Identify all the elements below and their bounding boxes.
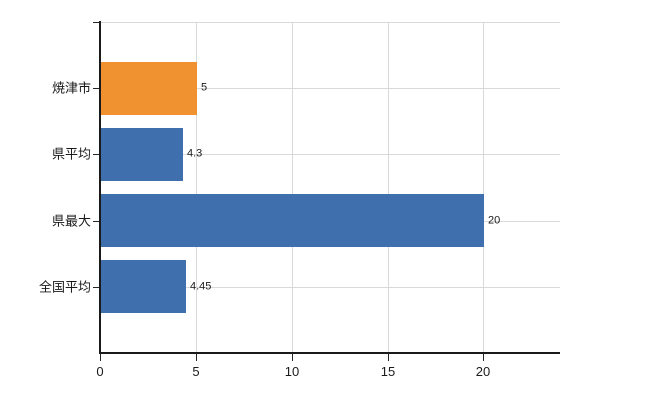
gridline-top — [100, 22, 560, 23]
category-label: 県平均 — [51, 146, 91, 162]
y-axis-tick — [93, 221, 100, 222]
x-axis-tick — [292, 354, 293, 361]
y-axis-tick — [93, 287, 100, 288]
y-axis-tick-top — [93, 22, 100, 23]
bar-県最大 — [101, 194, 484, 247]
bar-焼津市 — [101, 62, 197, 115]
bar-value-label: 20 — [488, 214, 501, 227]
bar-全国平均 — [101, 260, 186, 313]
x-tick-label: 5 — [192, 364, 200, 379]
gridline-x-15 — [388, 22, 389, 353]
y-axis-tick — [93, 88, 100, 89]
x-tick-label: 0 — [96, 364, 104, 379]
x-axis-tick — [483, 354, 484, 361]
bar-value-label: 5 — [201, 81, 208, 94]
gridline-x-20 — [483, 22, 484, 353]
bar-value-label: 4.45 — [190, 280, 212, 293]
x-tick-label: 10 — [284, 364, 300, 379]
gridline-row — [100, 88, 560, 89]
x-axis-tick — [196, 354, 197, 361]
x-tick-label: 20 — [475, 364, 491, 379]
y-axis-tick — [93, 154, 100, 155]
y-axis-line — [99, 21, 101, 353]
x-axis-tick — [100, 354, 101, 361]
x-axis-line — [99, 352, 560, 354]
x-axis-tick — [388, 354, 389, 361]
category-label: 全国平均 — [38, 279, 91, 295]
gridline-row — [100, 154, 560, 155]
bar-value-label: 4.3 — [187, 147, 203, 160]
category-label: 焼津市 — [51, 80, 91, 96]
category-label: 県最大 — [51, 213, 91, 229]
gridline-row — [100, 287, 560, 288]
bar-県平均 — [101, 128, 183, 181]
gridline-x-5 — [196, 22, 197, 353]
gridline-x-10 — [292, 22, 293, 353]
x-tick-label: 15 — [380, 364, 396, 379]
